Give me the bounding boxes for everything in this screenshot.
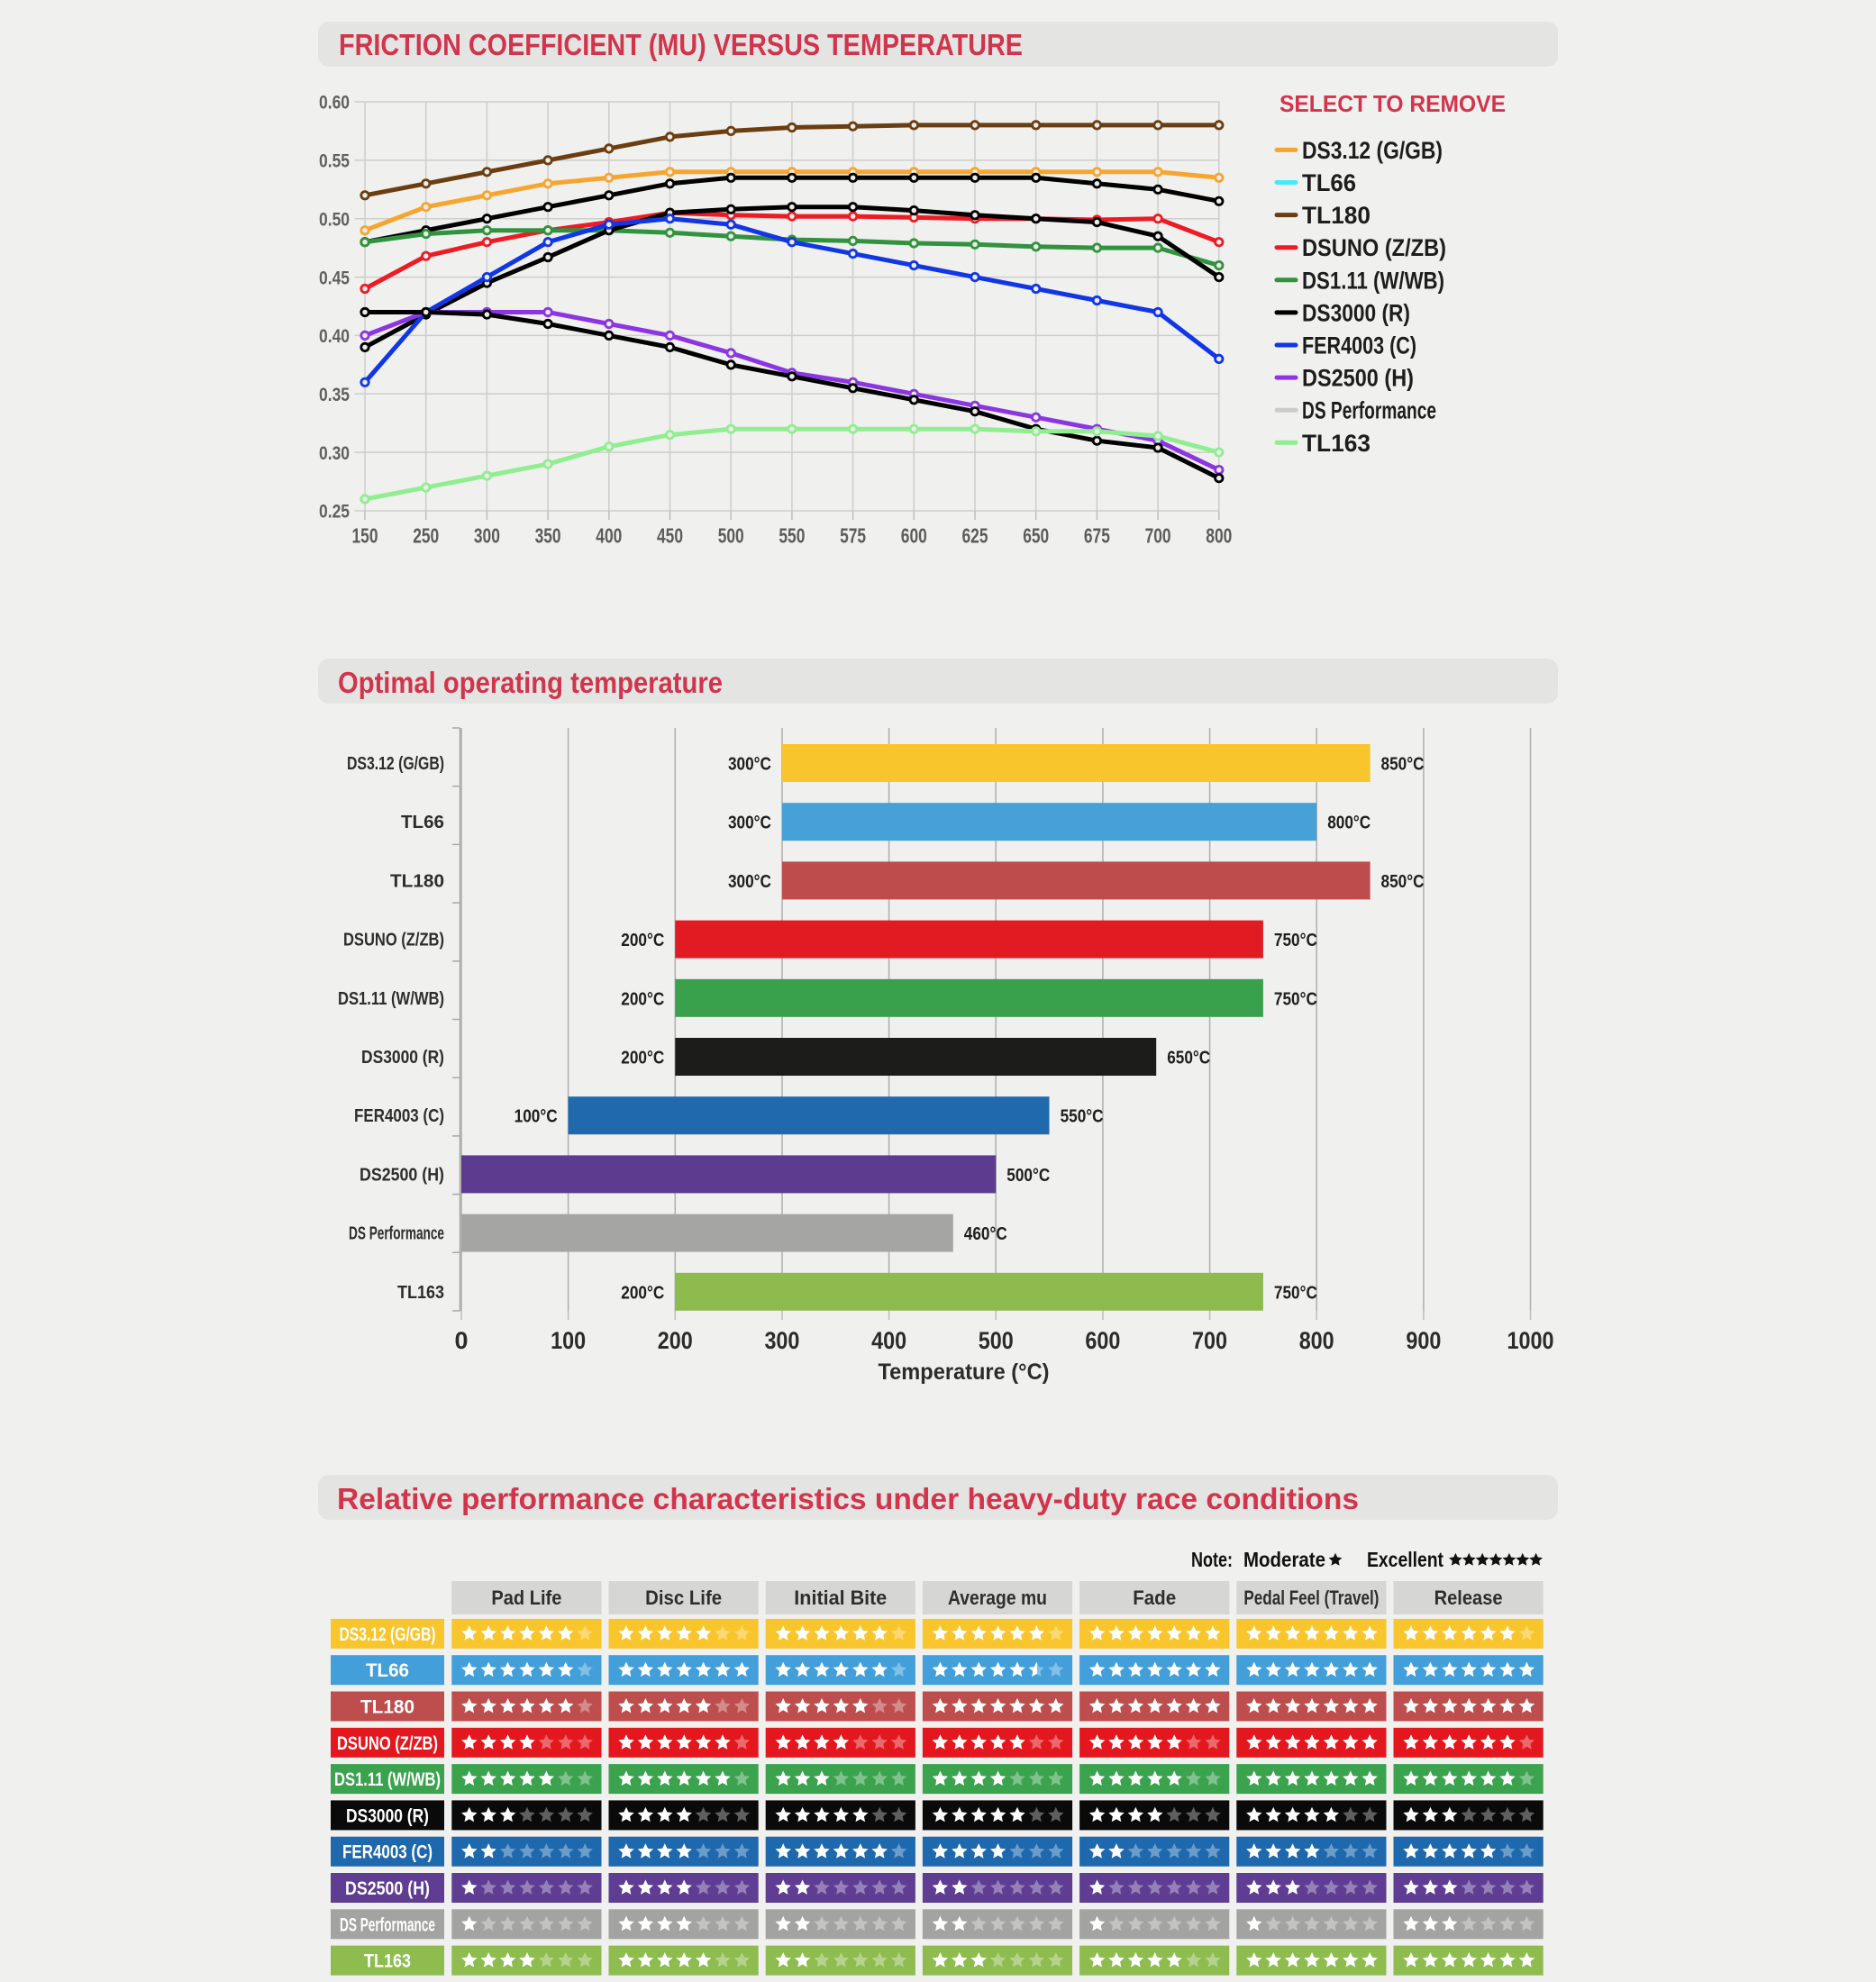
svg-text:300: 300	[474, 524, 500, 548]
svg-text:750°C: 750°C	[1274, 1283, 1317, 1303]
svg-text:100: 100	[551, 1327, 586, 1354]
svg-text:DS Performance: DS Performance	[340, 1914, 435, 1935]
svg-text:TL180: TL180	[360, 1697, 414, 1718]
svg-text:0.60: 0.60	[319, 92, 350, 114]
svg-text:TL66: TL66	[366, 1660, 409, 1681]
svg-text:0.45: 0.45	[319, 267, 350, 288]
svg-text:DS1.11 (W/WB): DS1.11 (W/WB)	[338, 989, 444, 1009]
svg-text:Temperature (°C): Temperature (°C)	[879, 1359, 1050, 1385]
svg-text:550°C: 550°C	[1061, 1107, 1104, 1127]
svg-text:SELECT TO REMOVE: SELECT TO REMOVE	[1280, 90, 1506, 117]
svg-text:DS2500 (H): DS2500 (H)	[360, 1165, 444, 1185]
svg-text:DS1.11 (W/WB): DS1.11 (W/WB)	[334, 1769, 441, 1790]
svg-text:0.55: 0.55	[319, 150, 350, 172]
svg-text:500: 500	[979, 1327, 1014, 1354]
svg-text:Excellent: Excellent	[1367, 1548, 1443, 1571]
svg-text:TL163: TL163	[1302, 430, 1371, 457]
svg-text:TL66: TL66	[401, 813, 444, 832]
svg-text:575: 575	[840, 524, 866, 548]
svg-text:800: 800	[1206, 524, 1232, 548]
svg-text:DS3000 (R): DS3000 (R)	[346, 1805, 429, 1826]
svg-text:400: 400	[596, 524, 622, 548]
svg-text:700: 700	[1145, 524, 1171, 548]
svg-text:500: 500	[718, 524, 744, 548]
svg-text:DS3.12 (G/GB): DS3.12 (G/GB)	[340, 1624, 436, 1645]
svg-text:625: 625	[962, 524, 988, 548]
svg-text:0.30: 0.30	[319, 442, 350, 464]
svg-text:DS3.12 (G/GB): DS3.12 (G/GB)	[1302, 137, 1443, 164]
svg-text:650: 650	[1023, 524, 1049, 548]
svg-text:500°C: 500°C	[1006, 1166, 1050, 1186]
svg-text:Pad Life: Pad Life	[491, 1587, 561, 1609]
svg-text:DS2500 (H): DS2500 (H)	[1302, 365, 1414, 392]
svg-text:DSUNO (Z/ZB): DSUNO (Z/ZB)	[1302, 234, 1446, 261]
svg-text:850°C: 850°C	[1381, 755, 1425, 775]
svg-text:300: 300	[764, 1327, 799, 1354]
svg-text:TL180: TL180	[390, 871, 444, 891]
svg-text:450: 450	[657, 524, 683, 548]
svg-text:Release: Release	[1434, 1587, 1503, 1609]
svg-text:DS1.11 (W/WB): DS1.11 (W/WB)	[1302, 267, 1444, 294]
svg-text:Optimal operating temperature: Optimal operating temperature	[338, 666, 723, 699]
svg-text:100°C: 100°C	[515, 1107, 558, 1127]
svg-text:0.40: 0.40	[319, 325, 350, 347]
svg-text:Relative performance character: Relative performance characteristics und…	[337, 1482, 1359, 1515]
svg-text:200: 200	[658, 1327, 693, 1354]
svg-text:0: 0	[455, 1327, 469, 1354]
svg-text:FER4003 (C): FER4003 (C)	[1302, 332, 1416, 359]
svg-text:DSUNO (Z/ZB): DSUNO (Z/ZB)	[343, 931, 444, 950]
svg-text:FRICTION COEFFICIENT (MU) VERS: FRICTION COEFFICIENT (MU) VERSUS TEMPERA…	[339, 28, 1023, 61]
svg-text:TL66: TL66	[1302, 169, 1356, 196]
svg-text:DS3000 (R): DS3000 (R)	[361, 1048, 444, 1068]
svg-text:460°C: 460°C	[964, 1224, 1007, 1244]
svg-text:DS Performance: DS Performance	[349, 1224, 444, 1244]
svg-text:DS2500 (H): DS2500 (H)	[345, 1878, 430, 1899]
svg-text:350: 350	[535, 524, 561, 548]
svg-text:0.25: 0.25	[319, 501, 350, 523]
svg-text:800: 800	[1299, 1327, 1334, 1354]
svg-text:DS Performance: DS Performance	[1302, 397, 1436, 424]
svg-text:0.35: 0.35	[319, 384, 350, 405]
svg-text:1000: 1000	[1507, 1327, 1554, 1354]
svg-text:200°C: 200°C	[621, 931, 664, 950]
svg-text:200°C: 200°C	[621, 1283, 664, 1303]
svg-text:Pedal Feel (Travel): Pedal Feel (Travel)	[1243, 1587, 1379, 1609]
svg-text:TL180: TL180	[1302, 202, 1371, 229]
svg-text:550: 550	[779, 524, 805, 548]
svg-text:800°C: 800°C	[1327, 814, 1371, 833]
svg-text:DSUNO (Z/ZB): DSUNO (Z/ZB)	[337, 1733, 438, 1754]
svg-text:850°C: 850°C	[1381, 872, 1425, 892]
svg-text:TL163: TL163	[397, 1283, 444, 1303]
svg-text:Moderate: Moderate	[1243, 1548, 1325, 1571]
svg-text:150: 150	[352, 524, 378, 548]
svg-text:DS3000 (R): DS3000 (R)	[1302, 299, 1410, 326]
svg-text:750°C: 750°C	[1274, 931, 1317, 950]
svg-text:Average mu: Average mu	[948, 1587, 1047, 1609]
svg-text:675: 675	[1084, 524, 1110, 548]
svg-text:300°C: 300°C	[728, 755, 771, 775]
svg-text:250: 250	[413, 524, 439, 548]
svg-text:200°C: 200°C	[621, 1049, 664, 1068]
svg-text:TL163: TL163	[364, 1951, 411, 1972]
svg-text:600: 600	[901, 524, 927, 548]
svg-text:700: 700	[1192, 1327, 1227, 1354]
svg-text:Fade: Fade	[1133, 1587, 1176, 1609]
svg-text:750°C: 750°C	[1274, 989, 1317, 1009]
svg-text:650°C: 650°C	[1167, 1049, 1210, 1068]
svg-text:300°C: 300°C	[728, 814, 771, 833]
svg-text:Initial Bite: Initial Bite	[794, 1587, 887, 1609]
svg-text:600: 600	[1085, 1327, 1120, 1354]
svg-text:Disc Life: Disc Life	[645, 1587, 722, 1609]
svg-text:300°C: 300°C	[728, 872, 771, 892]
svg-text:0.50: 0.50	[319, 208, 350, 230]
svg-text:Note:: Note:	[1191, 1548, 1233, 1571]
svg-text:FER4003 (C): FER4003 (C)	[342, 1842, 433, 1863]
svg-text:200°C: 200°C	[621, 989, 664, 1009]
svg-text:DS3.12 (G/GB): DS3.12 (G/GB)	[347, 754, 444, 774]
svg-text:400: 400	[871, 1327, 906, 1354]
svg-text:FER4003 (C): FER4003 (C)	[354, 1106, 444, 1126]
svg-text:900: 900	[1406, 1327, 1441, 1354]
